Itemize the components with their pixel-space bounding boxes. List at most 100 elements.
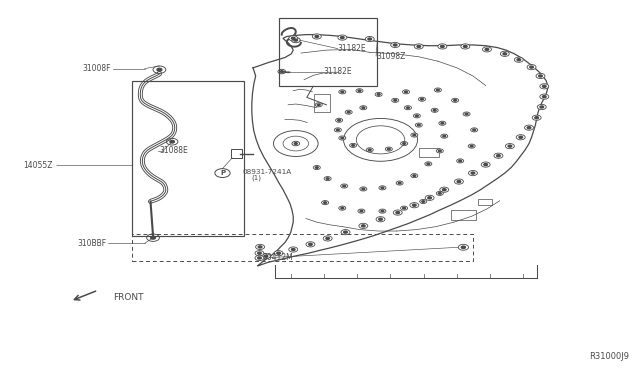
Circle shape xyxy=(394,210,402,215)
Circle shape xyxy=(341,207,344,209)
Circle shape xyxy=(484,164,488,166)
Circle shape xyxy=(259,246,262,248)
Circle shape xyxy=(340,36,344,39)
Circle shape xyxy=(258,252,261,254)
Circle shape xyxy=(440,45,444,48)
Circle shape xyxy=(438,150,441,152)
Circle shape xyxy=(403,207,406,209)
Circle shape xyxy=(280,71,284,73)
Circle shape xyxy=(359,223,368,228)
Circle shape xyxy=(360,106,367,110)
Circle shape xyxy=(468,144,475,148)
Circle shape xyxy=(345,110,352,114)
Circle shape xyxy=(436,191,444,195)
Circle shape xyxy=(517,59,520,61)
Circle shape xyxy=(358,90,361,92)
Circle shape xyxy=(341,137,344,139)
Circle shape xyxy=(473,129,476,131)
Circle shape xyxy=(415,123,422,127)
Circle shape xyxy=(433,109,436,111)
Circle shape xyxy=(339,206,346,210)
Circle shape xyxy=(428,197,431,199)
Circle shape xyxy=(515,57,524,62)
Circle shape xyxy=(540,94,548,99)
Circle shape xyxy=(344,231,348,233)
Circle shape xyxy=(392,98,399,102)
Circle shape xyxy=(401,206,408,210)
Text: R31000J9: R31000J9 xyxy=(589,352,629,361)
Circle shape xyxy=(465,113,468,115)
Text: (1): (1) xyxy=(251,174,261,181)
Text: 14055Z: 14055Z xyxy=(24,161,53,170)
Circle shape xyxy=(436,149,444,153)
Circle shape xyxy=(425,195,434,201)
Circle shape xyxy=(339,90,346,94)
Circle shape xyxy=(264,255,268,257)
Circle shape xyxy=(365,36,374,42)
Circle shape xyxy=(458,244,468,250)
Circle shape xyxy=(360,187,367,191)
Circle shape xyxy=(500,51,509,57)
Circle shape xyxy=(362,225,365,227)
Circle shape xyxy=(377,94,380,95)
Circle shape xyxy=(508,145,511,147)
Circle shape xyxy=(323,236,332,241)
Circle shape xyxy=(338,35,347,40)
Circle shape xyxy=(398,182,401,184)
Circle shape xyxy=(306,242,315,247)
Circle shape xyxy=(441,122,444,124)
Circle shape xyxy=(338,119,340,121)
Bar xyxy=(278,18,378,86)
Circle shape xyxy=(368,149,371,151)
Text: 31182E: 31182E xyxy=(338,44,367,53)
Circle shape xyxy=(394,100,397,101)
Circle shape xyxy=(438,193,441,194)
Circle shape xyxy=(289,36,298,41)
Circle shape xyxy=(341,91,344,93)
Text: 31182E: 31182E xyxy=(323,67,352,76)
Circle shape xyxy=(463,45,467,48)
Text: 31098Z: 31098Z xyxy=(376,52,406,61)
Text: 30412M: 30412M xyxy=(262,253,293,263)
Circle shape xyxy=(157,68,162,71)
Circle shape xyxy=(532,115,541,120)
Circle shape xyxy=(356,89,363,93)
Circle shape xyxy=(485,48,489,51)
Text: 08931-7241A: 08931-7241A xyxy=(243,169,291,175)
Text: 310BBF: 310BBF xyxy=(77,239,106,248)
Circle shape xyxy=(291,37,295,39)
Circle shape xyxy=(343,185,346,187)
Circle shape xyxy=(150,236,156,239)
Circle shape xyxy=(362,107,365,109)
Circle shape xyxy=(530,66,533,68)
Circle shape xyxy=(525,125,534,130)
Bar xyxy=(132,234,473,260)
Bar xyxy=(132,81,244,236)
Circle shape xyxy=(375,92,382,96)
Circle shape xyxy=(413,204,416,206)
Bar xyxy=(451,210,476,220)
Bar xyxy=(231,149,243,158)
Circle shape xyxy=(308,243,312,246)
Text: 31088E: 31088E xyxy=(159,147,188,155)
Circle shape xyxy=(457,159,464,163)
Circle shape xyxy=(436,89,439,91)
Circle shape xyxy=(261,254,270,259)
Circle shape xyxy=(381,187,384,189)
Circle shape xyxy=(427,163,429,165)
Circle shape xyxy=(258,257,261,259)
Circle shape xyxy=(289,247,298,252)
Bar xyxy=(314,94,330,112)
Circle shape xyxy=(516,135,525,140)
Circle shape xyxy=(419,97,426,101)
Circle shape xyxy=(294,39,298,41)
Text: FRONT: FRONT xyxy=(113,293,143,302)
Circle shape xyxy=(443,135,445,137)
Circle shape xyxy=(404,106,412,110)
Circle shape xyxy=(404,91,408,93)
Circle shape xyxy=(324,177,331,181)
Circle shape xyxy=(315,35,319,38)
Circle shape xyxy=(413,175,416,176)
Circle shape xyxy=(326,178,329,179)
Circle shape xyxy=(519,136,522,138)
